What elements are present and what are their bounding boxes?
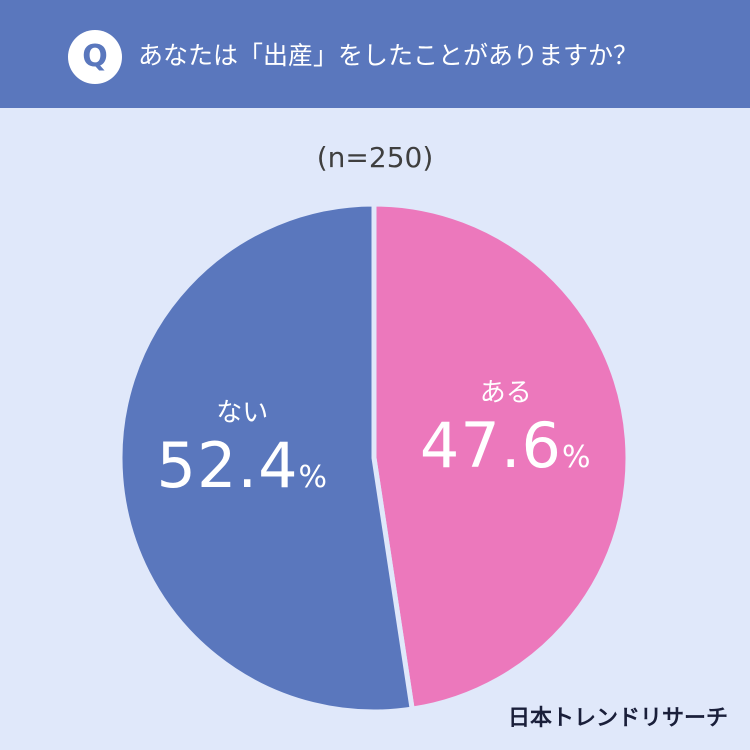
slice-unit-nai: % bbox=[298, 459, 329, 495]
question-text: あなたは「出産」をしたことがありますか？ bbox=[138, 41, 639, 70]
slice-label-nai: ない 52.4% bbox=[132, 396, 352, 514]
slice-name-aru: ある bbox=[479, 378, 532, 409]
pie-slice-nai bbox=[117, 201, 415, 715]
slice-value-aru: 47.6% bbox=[396, 410, 616, 494]
slice-label-aru: ある 47.6% bbox=[396, 376, 616, 494]
sample-size: (n=250) bbox=[316, 141, 434, 174]
pie-slice-aru bbox=[371, 201, 631, 712]
slice-value-nai: 52.4% bbox=[132, 428, 352, 514]
header-bar: Q あなたは「出産」をしたことがありますか？ bbox=[0, 0, 750, 108]
slice-unit-aru: % bbox=[561, 440, 592, 476]
slice-name-nai: ない bbox=[216, 397, 269, 428]
slice-number-aru: 47.6 bbox=[419, 409, 562, 483]
slice-number-nai: 52.4 bbox=[156, 428, 299, 502]
question-badge: Q bbox=[68, 30, 122, 84]
brand-logo: 日本トレンドリサーチ bbox=[507, 706, 728, 731]
